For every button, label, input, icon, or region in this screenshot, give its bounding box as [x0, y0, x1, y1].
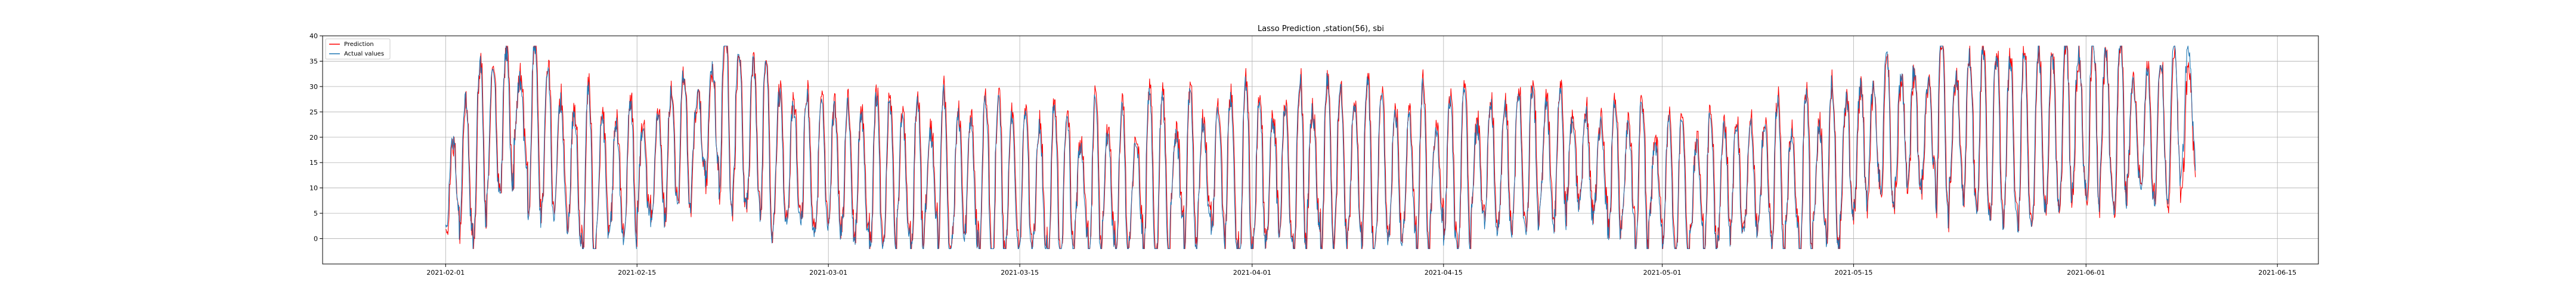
- x-tick-label: 2021-05-15: [1835, 269, 1873, 277]
- x-tick-label: 2021-03-01: [809, 269, 847, 277]
- legend-box: [325, 38, 391, 60]
- y-tick-label: 30: [309, 83, 318, 91]
- y-tick-label: 35: [309, 57, 318, 65]
- x-tick-label: 2021-04-01: [1233, 269, 1271, 277]
- x-tick-label: 2021-06-15: [2258, 269, 2296, 277]
- grid-lines: [323, 35, 2318, 264]
- y-tick-label: 25: [309, 108, 318, 116]
- legend: Prediction Actual values: [325, 38, 391, 60]
- x-tick-label: 2021-05-01: [1643, 269, 1682, 277]
- x-tick-label: 2021-06-01: [2067, 269, 2105, 277]
- y-tick-label: 10: [309, 185, 318, 192]
- series-line-prediction: [445, 45, 2196, 250]
- y-tick-label: 0: [314, 235, 318, 243]
- axes: 2021-02-01 2021-02-15 2021-03-01 2021-03-15…: [309, 32, 2296, 277]
- x-tick-label: 2021-04-15: [1425, 269, 1463, 277]
- plot-area-frame: [322, 35, 2319, 265]
- x-tick-label: 2021-02-01: [426, 269, 465, 277]
- chart-title: Lasso Prediction ,station(56), sbi: [1258, 24, 1384, 33]
- x-tick-label: 2021-03-15: [1001, 269, 1039, 277]
- y-tick-label: 5: [314, 210, 318, 217]
- y-tick-label: 20: [309, 134, 318, 142]
- legend-label-prediction: Prediction: [344, 41, 374, 48]
- legend-label-actual-values: Actual values: [344, 51, 384, 57]
- series-lines: [445, 45, 2196, 250]
- y-tick-label: 40: [309, 32, 318, 40]
- series-line-actual-values: [445, 45, 2196, 250]
- x-tick-label: 2021-02-15: [618, 269, 656, 277]
- y-tick-label: 15: [309, 159, 318, 167]
